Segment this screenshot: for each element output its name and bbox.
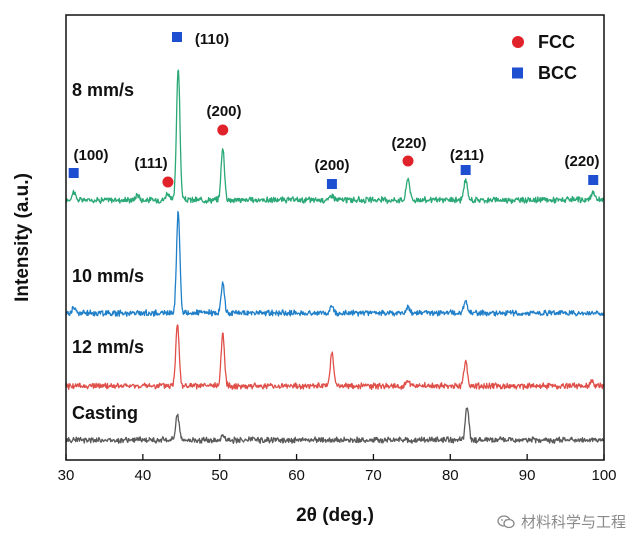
series-label: 10 mm/s [72, 266, 144, 286]
wechat-icon [497, 514, 515, 528]
x-tick-label: 80 [442, 467, 459, 484]
x-tick-label: 100 [591, 467, 616, 484]
x-tick-label: 40 [135, 467, 152, 484]
peak-label: (200) [314, 157, 349, 174]
series-line [65, 324, 605, 391]
series-line [65, 407, 605, 445]
plot-frame [65, 14, 605, 461]
x-tick-label: 50 [211, 467, 228, 484]
x-tick-label: 60 [288, 467, 305, 484]
watermark-text: 材料科学与工程 [520, 513, 626, 531]
watermark: 材料科学与工程 [497, 511, 626, 532]
fcc-marker [162, 176, 174, 188]
legend-bcc-marker [512, 67, 523, 79]
bcc-marker [68, 168, 79, 178]
peak-annotations: (100) (111) (110) (200) (200) (220) (211) (220) [68, 31, 600, 189]
fcc-marker [217, 124, 229, 136]
x-axis: 30 40 50 60 70 80 90 100 [58, 454, 617, 484]
peak-label: (100) [73, 147, 108, 164]
bcc-marker [588, 175, 599, 185]
legend-label: BCC [538, 63, 577, 83]
peak-label: (220) [391, 135, 426, 152]
x-axis-title: 2θ (deg.) [296, 505, 374, 526]
legend-fcc-marker [512, 36, 524, 48]
x-tick-label: 30 [58, 467, 75, 484]
bcc-marker [326, 179, 337, 189]
legend-label: FCC [538, 32, 575, 52]
peak-label: (111) [134, 155, 167, 172]
y-axis-title: Intensity (a.u.) [12, 173, 33, 302]
peak-label: (211) [450, 147, 484, 164]
peak-label: (110) [195, 31, 229, 48]
fcc-marker [402, 155, 414, 167]
series-line [65, 210, 605, 317]
bcc-marker [172, 32, 182, 42]
bcc-marker [460, 165, 471, 175]
x-tick-label: 90 [519, 467, 536, 484]
series-label: 12 mm/s [72, 337, 144, 357]
x-tick-label: 70 [365, 467, 382, 484]
legend: FCC BCC [512, 32, 577, 83]
series-label: Casting [72, 403, 138, 423]
plot-area [65, 69, 605, 445]
series-label: 8 mm/s [72, 80, 134, 100]
series-labels: 8 mm/s 10 mm/s 12 mm/s Casting [72, 80, 144, 423]
peak-label: (200) [206, 103, 241, 120]
peak-label: (220) [564, 153, 599, 170]
series-line [65, 69, 605, 205]
